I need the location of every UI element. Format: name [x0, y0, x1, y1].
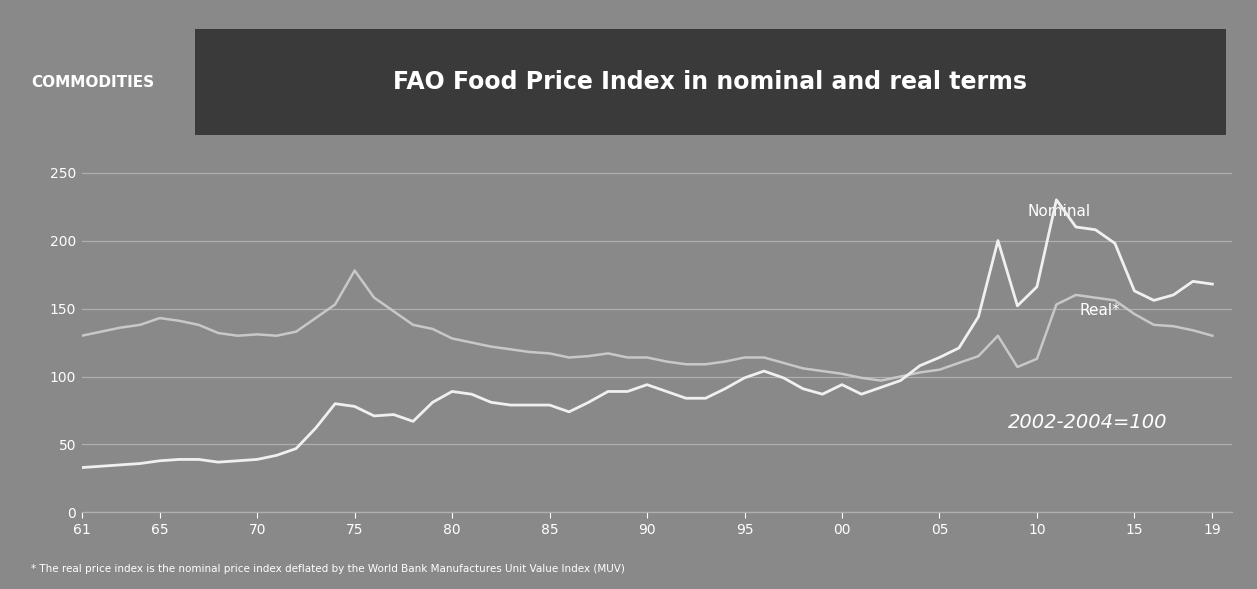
Text: COMMODITIES: COMMODITIES: [31, 75, 155, 90]
Text: FAO Food Price Index in nominal and real terms: FAO Food Price Index in nominal and real…: [393, 71, 1027, 94]
Text: Real*: Real*: [1080, 303, 1120, 318]
Text: 2002-2004=100: 2002-2004=100: [1008, 413, 1168, 432]
Text: * The real price index is the nominal price index deflated by the World Bank Man: * The real price index is the nominal pr…: [31, 564, 625, 574]
Text: Nominal: Nominal: [1027, 204, 1090, 219]
